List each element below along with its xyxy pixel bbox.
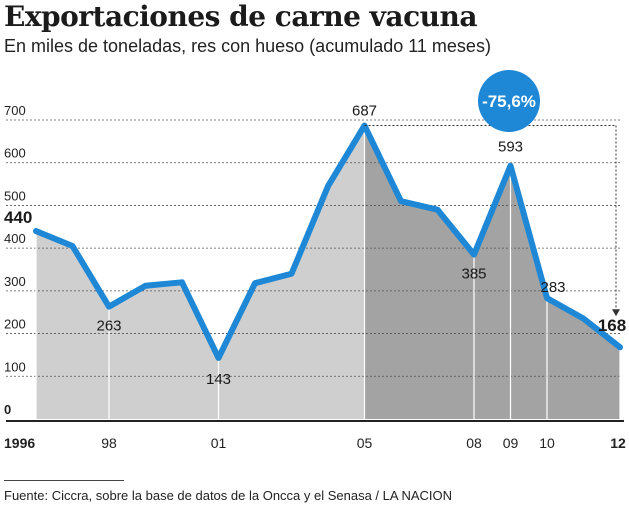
x-tick-label: 08 [466, 435, 482, 451]
source-note: Fuente: Ciccra, sobre la base de datos d… [4, 488, 453, 503]
source-divider [4, 480, 124, 481]
x-tick-label: 12 [610, 435, 626, 451]
x-tick-label: 1996 [4, 435, 35, 451]
change-badge [478, 70, 540, 132]
chart-subtitle: En miles de toneladas, res con hueso (ac… [4, 36, 491, 56]
x-tick-label: 01 [211, 435, 227, 451]
change-arrow-head [612, 309, 620, 317]
y-tick-label: 300 [4, 274, 26, 289]
data-label: 283 [540, 279, 565, 296]
y-tick-label: 500 [4, 188, 26, 203]
change-badge-label: -75,6% [482, 92, 536, 111]
y-axis: 0 100 200 300 400 500 600 700 [4, 103, 26, 417]
y-tick-label: 100 [4, 359, 26, 374]
data-label: 143 [206, 371, 231, 388]
data-label: 440 [4, 208, 32, 227]
data-label: 168 [598, 316, 626, 335]
series-line [33, 122, 623, 361]
data-label: 385 [461, 266, 486, 283]
series-line-group [33, 122, 623, 361]
data-label: 263 [96, 318, 121, 335]
area-fill-before-2005 [36, 125, 365, 419]
y-tick-label: 0 [4, 402, 11, 417]
x-axis: 1996 98 01 05 08 09 10 12 [4, 420, 626, 451]
y-tick-label: 200 [4, 317, 26, 332]
data-label: 593 [498, 139, 523, 156]
area-fill-after-2005 [364, 125, 620, 419]
chart-title: Exportaciones de carne vacuna [4, 0, 477, 33]
year-guide-lines [35, 125, 621, 419]
x-tick-label: 10 [539, 435, 555, 451]
area-fill-group [36, 125, 620, 419]
data-labels: 440 263 143 687 385 593 283 168 [4, 103, 626, 388]
x-tick-label: 09 [503, 435, 519, 451]
change-annotation: -75,6% [364, 70, 620, 317]
data-label: 687 [352, 103, 377, 120]
x-tick-label: 05 [357, 435, 373, 451]
x-tick-label: 98 [101, 435, 117, 451]
y-tick-label: 400 [4, 231, 26, 246]
y-tick-label: 700 [4, 103, 26, 118]
y-tick-label: 600 [4, 146, 26, 161]
